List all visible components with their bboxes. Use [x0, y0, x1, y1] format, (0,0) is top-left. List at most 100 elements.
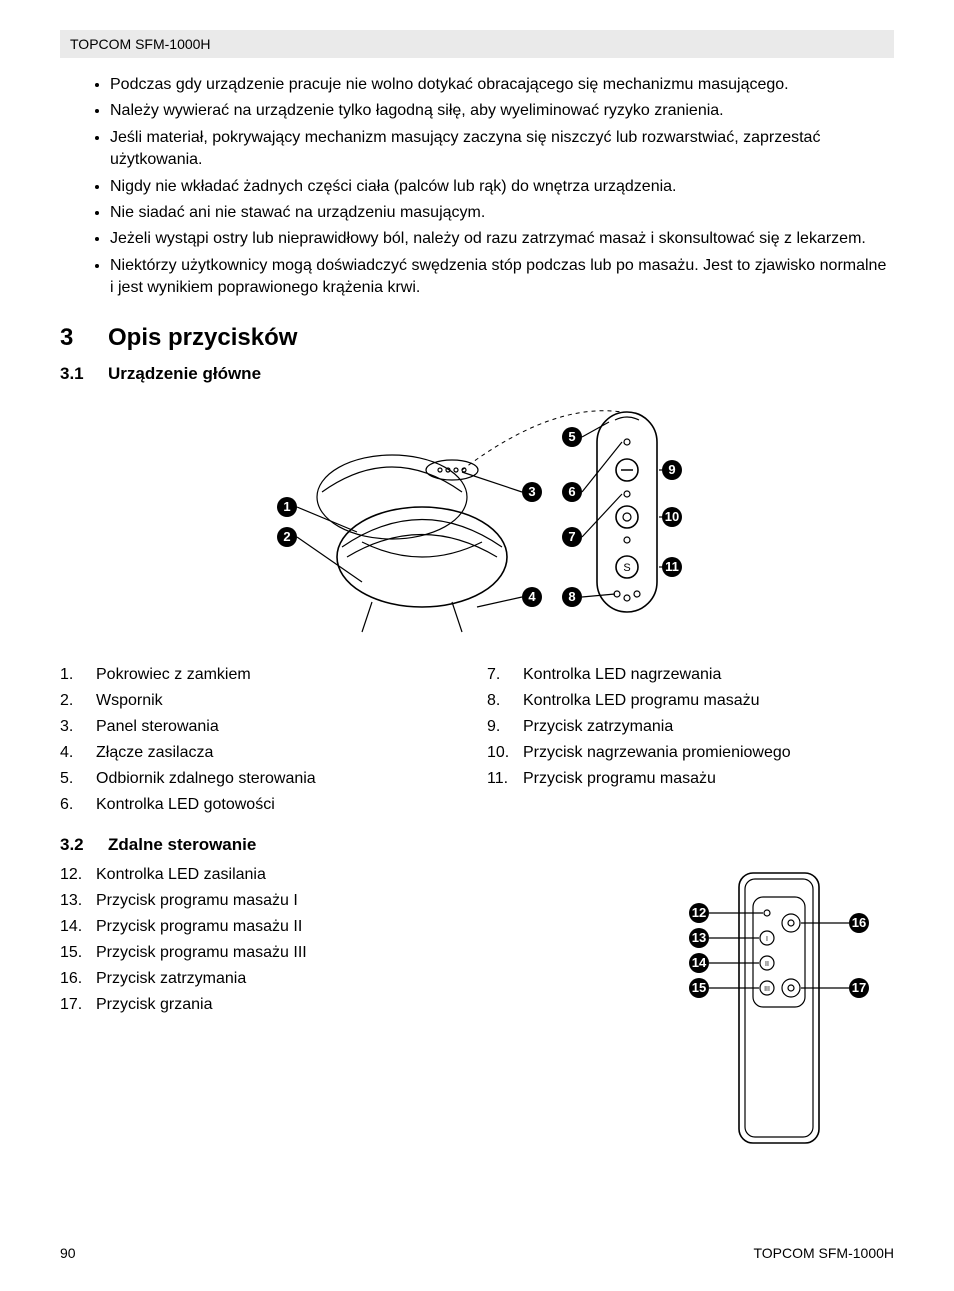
item-text: Przycisk programu masażu I — [96, 889, 298, 913]
item-text: Przycisk zatrzymania — [523, 715, 673, 739]
item-num: 4. — [60, 741, 96, 765]
svg-text:3: 3 — [528, 484, 535, 499]
remote-section: 12.Kontrolka LED zasilania 13.Przycisk p… — [60, 863, 894, 1158]
legend-left: 1.Pokrowiec z zamkiem 2.Wspornik 3.Panel… — [60, 663, 467, 817]
safety-bullet-list: Podczas gdy urządzenie pracuje nie wolno… — [60, 74, 894, 300]
bullet-item: Nie siadać ani nie stawać na urządzeniu … — [110, 202, 894, 224]
svg-text:12: 12 — [692, 905, 706, 920]
bullet-text: Jeśli materiał, pokrywający mechanizm ma… — [110, 129, 820, 168]
list-item: 7.Kontrolka LED nagrzewania — [487, 663, 894, 687]
list-item: 2.Wspornik — [60, 689, 467, 713]
list-item: 15.Przycisk programu masażu III — [60, 941, 644, 965]
item-num: 10. — [487, 741, 523, 765]
item-text: Przycisk zatrzymania — [96, 967, 246, 991]
svg-text:5: 5 — [568, 429, 575, 444]
bullet-item: Nigdy nie wkładać żadnych części ciała (… — [110, 176, 894, 198]
bullet-text: Nigdy nie wkładać żadnych części ciała (… — [110, 178, 677, 195]
section-number: 3 — [60, 324, 108, 352]
svg-text:4: 4 — [528, 589, 536, 604]
item-num: 16. — [60, 967, 96, 991]
item-text: Przycisk programu masażu — [523, 767, 716, 791]
list-item: 3.Panel sterowania — [60, 715, 467, 739]
section-title: Opis przycisków — [108, 324, 297, 351]
list-item: 11.Przycisk programu masażu — [487, 767, 894, 791]
item-num: 5. — [60, 767, 96, 791]
list-item: 8.Kontrolka LED programu masażu — [487, 689, 894, 713]
page-footer: 90 TOPCOM SFM-1000H — [60, 1245, 894, 1261]
bullet-text: Należy wywierać na urządzenie tylko łago… — [110, 102, 724, 119]
item-num: 9. — [487, 715, 523, 739]
subsection-title: Urządzenie główne — [108, 364, 261, 383]
svg-text:I: I — [766, 936, 768, 943]
bullet-item: Należy wywierać na urządzenie tylko łago… — [110, 100, 894, 122]
subsection-number: 3.2 — [60, 835, 108, 855]
item-text: Kontrolka LED nagrzewania — [523, 663, 721, 687]
svg-text:11: 11 — [665, 559, 679, 574]
svg-text:III: III — [764, 986, 770, 993]
footer-model: TOPCOM SFM-1000H — [753, 1245, 894, 1261]
bullet-text: Niektórzy użytkownicy mogą doświadczyć s… — [110, 257, 886, 296]
header-bar: TOPCOM SFM-1000H — [60, 30, 894, 58]
item-text: Przycisk nagrzewania promieniowego — [523, 741, 791, 765]
item-num: 7. — [487, 663, 523, 687]
list-item: 12.Kontrolka LED zasilania — [60, 863, 644, 887]
subsection-number: 3.1 — [60, 364, 108, 384]
item-text: Kontrolka LED programu masażu — [523, 689, 760, 713]
list-item: 10.Przycisk nagrzewania promieniowego — [487, 741, 894, 765]
list-item: 4.Złącze zasilacza — [60, 741, 467, 765]
item-num: 3. — [60, 715, 96, 739]
svg-text:6: 6 — [568, 484, 575, 499]
item-text: Kontrolka LED gotowości — [96, 793, 275, 817]
page-number: 90 — [60, 1245, 76, 1261]
item-num: 14. — [60, 915, 96, 939]
main-device-diagram: S 1234567891011 — [60, 392, 894, 647]
section-3-2-heading: 3.2Zdalne sterowanie — [60, 835, 894, 855]
item-text: Przycisk grzania — [96, 993, 212, 1017]
svg-text:15: 15 — [692, 980, 706, 995]
header-model: TOPCOM SFM-1000H — [70, 36, 211, 52]
remote-diagram: I II III 12 13 14 15 16 — [664, 863, 894, 1158]
svg-text:17: 17 — [852, 980, 866, 995]
bullet-item: Jeśli materiał, pokrywający mechanizm ma… — [110, 127, 894, 172]
svg-text:16: 16 — [852, 915, 866, 930]
list-item: 16.Przycisk zatrzymania — [60, 967, 644, 991]
item-text: Kontrolka LED zasilania — [96, 863, 266, 887]
svg-text:2: 2 — [283, 529, 290, 544]
item-num: 12. — [60, 863, 96, 887]
item-num: 1. — [60, 663, 96, 687]
svg-text:7: 7 — [568, 529, 575, 544]
list-item: 17.Przycisk grzania — [60, 993, 644, 1017]
item-num: 6. — [60, 793, 96, 817]
item-text: Przycisk programu masażu II — [96, 915, 302, 939]
bullet-text: Jeżeli wystąpi ostry lub nieprawidłowy b… — [110, 230, 866, 247]
svg-text:9: 9 — [668, 462, 675, 477]
list-item: 5.Odbiornik zdalnego sterowania — [60, 767, 467, 791]
section-3-heading: 3Opis przycisków — [60, 324, 894, 352]
svg-text:II: II — [765, 961, 769, 968]
legend-right: 7.Kontrolka LED nagrzewania 8.Kontrolka … — [487, 663, 894, 791]
item-num: 15. — [60, 941, 96, 965]
item-text: Złącze zasilacza — [96, 741, 213, 765]
item-num: 8. — [487, 689, 523, 713]
manual-page: TOPCOM SFM-1000H Podczas gdy urządzenie … — [0, 0, 954, 1291]
bullet-item: Niektórzy użytkownicy mogą doświadczyć s… — [110, 255, 894, 300]
bullet-item: Podczas gdy urządzenie pracuje nie wolno… — [110, 74, 894, 96]
bullet-item: Jeżeli wystąpi ostry lub nieprawidłowy b… — [110, 228, 894, 250]
main-device-legend: 1.Pokrowiec z zamkiem 2.Wspornik 3.Panel… — [60, 663, 894, 819]
item-num: 11. — [487, 767, 523, 791]
list-item: 14.Przycisk programu masażu II — [60, 915, 644, 939]
item-text: Pokrowiec z zamkiem — [96, 663, 251, 687]
svg-text:8: 8 — [568, 589, 575, 604]
subsection-title: Zdalne sterowanie — [108, 835, 256, 854]
list-item: 13.Przycisk programu masażu I — [60, 889, 644, 913]
svg-text:13: 13 — [692, 930, 706, 945]
bullet-text: Nie siadać ani nie stawać na urządzeniu … — [110, 204, 485, 221]
remote-legend: 12.Kontrolka LED zasilania 13.Przycisk p… — [60, 863, 644, 1017]
svg-text:14: 14 — [692, 955, 707, 970]
item-text: Odbiornik zdalnego sterowania — [96, 767, 316, 791]
bullet-text: Podczas gdy urządzenie pracuje nie wolno… — [110, 76, 789, 93]
item-num: 13. — [60, 889, 96, 913]
svg-text:1: 1 — [283, 499, 290, 514]
item-text: Panel sterowania — [96, 715, 219, 739]
list-item: 1.Pokrowiec z zamkiem — [60, 663, 467, 687]
